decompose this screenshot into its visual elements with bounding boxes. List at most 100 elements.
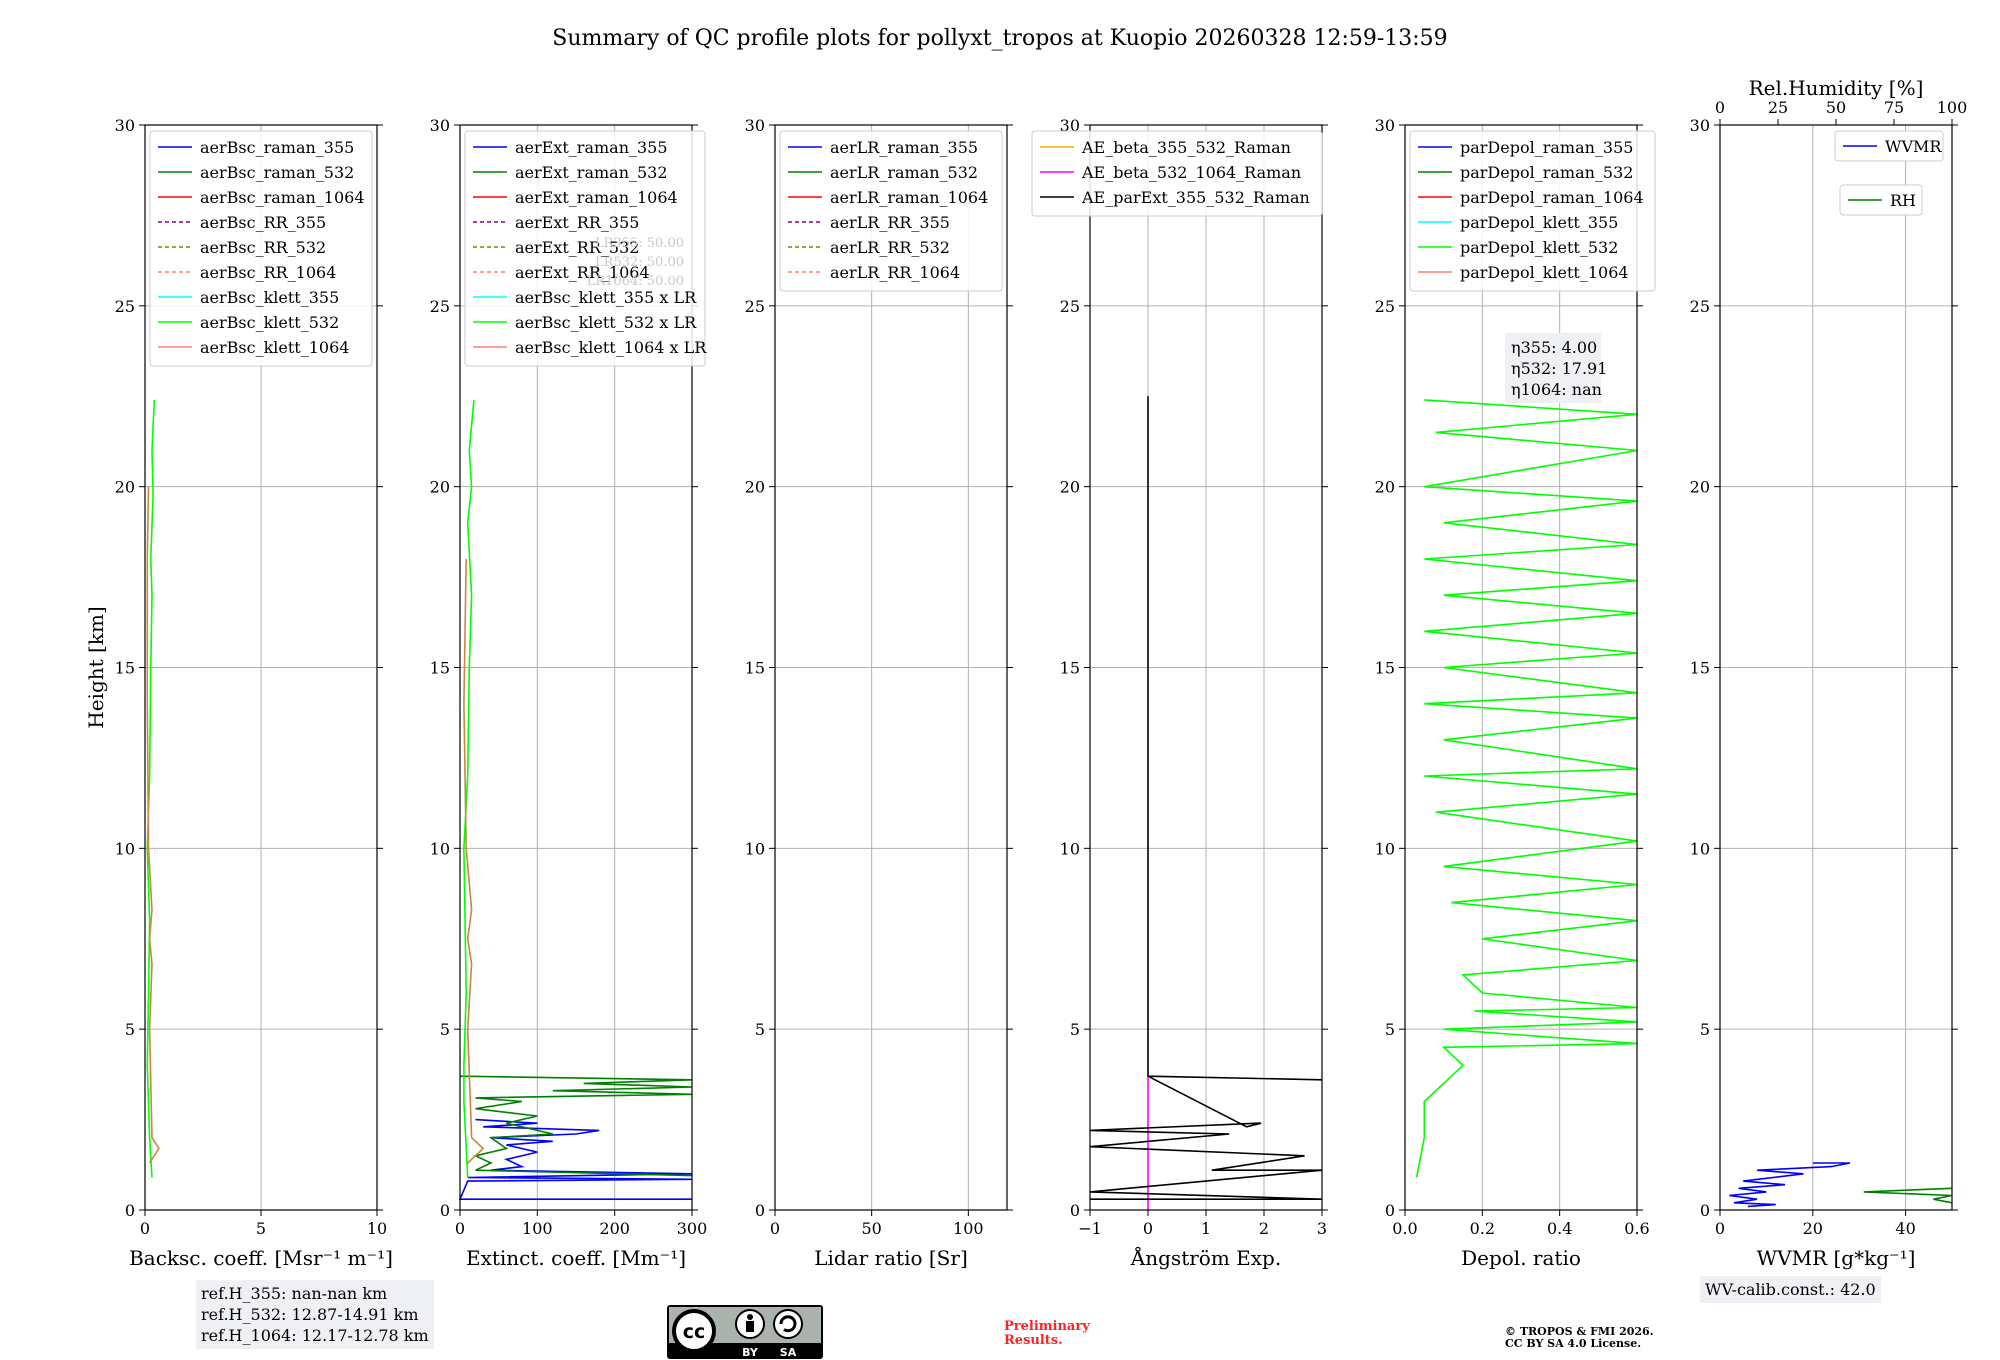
legend-label: AE_beta_355_532_Raman: [1081, 138, 1291, 157]
preliminary-line-2: Results.: [1004, 1333, 1063, 1348]
y-tick-label: 30: [1060, 116, 1080, 135]
y-tick-label: 10: [1690, 839, 1710, 858]
legend-label: aerBsc_klett_532 x LR: [515, 313, 697, 332]
y-tick-label: 15: [745, 659, 765, 678]
legend-frame: [464, 130, 706, 367]
legend-label: aerBsc_RR_355: [200, 213, 326, 232]
legend-frame: [1031, 130, 1323, 217]
y-tick-label: 25: [1375, 297, 1395, 316]
y-tick-label: 25: [1060, 297, 1080, 316]
cc-by-sa-logo: cc BY SA: [667, 1305, 823, 1359]
y-tick-label: 20: [430, 478, 450, 497]
legend-label: aerLR_raman_532: [830, 163, 978, 182]
eta-label: η355: 4.00: [1511, 338, 1597, 357]
y-tick-label: 20: [1375, 478, 1395, 497]
legend-label: aerExt_raman_355: [515, 138, 668, 157]
series-line-aerExt_raman_532: [459, 1075, 693, 1177]
eta-label: η532: 17.91: [1511, 359, 1607, 378]
y-tick-label: 10: [115, 839, 135, 858]
x-axis-label: Ångström Exp.: [1130, 1245, 1281, 1270]
refh-355: ref.H_355: nan-nan km: [201, 1284, 388, 1303]
copyright-line-1: © TROPOS & FMI 2026.: [1505, 1325, 1654, 1338]
copyright-note: © TROPOS & FMI 2026. CC BY SA 4.0 Licens…: [1505, 1326, 1654, 1350]
y-tick-label: 5: [1385, 1020, 1395, 1039]
eta-box: [1505, 333, 1601, 403]
panel-wv: 0 20 40 0 5 10 15 20 25 30 WVMR [g*kg⁻¹] 0 25 50 75 100…: [1690, 76, 1968, 1270]
x-tick-label: 0.4: [1547, 1219, 1572, 1238]
y-tick-label: 5: [125, 1020, 135, 1039]
x-tick-label: 2: [1259, 1219, 1269, 1238]
x-tick-label: 10: [367, 1219, 387, 1238]
legend-box: RH: [1839, 184, 1923, 216]
x-tick-label: 0: [455, 1219, 465, 1238]
legend-label: AE_parExt_355_532_Raman: [1081, 188, 1310, 207]
eta-label: η1064: nan: [1511, 380, 1602, 399]
top-x-tick-label: 0: [1715, 98, 1725, 117]
legend-label: aerLR_RR_1064: [830, 263, 960, 282]
y-tick-label: 0: [1385, 1201, 1395, 1220]
series-line-aerBsc_klett_1064: [146, 486, 160, 1164]
legend-label: parDepol_raman_355: [1460, 138, 1633, 157]
legend-label: parDepol_raman_1064: [1460, 188, 1644, 207]
y-tick-label: 20: [115, 478, 135, 497]
legend-label: aerLR_raman_355: [830, 138, 978, 157]
y-tick-label: 0: [125, 1201, 135, 1220]
panel-bsc: 0 5 10 0 5 10 15 20 25 30 Backsc. coeff. [Msr⁻¹ m⁻…: [84, 116, 393, 1270]
y-tick-label: 30: [745, 116, 765, 135]
x-tick-label: 100: [522, 1219, 553, 1238]
series-line-aerExt_raman_355: [458, 1118, 693, 1200]
attribution-icon-head: [747, 1314, 753, 1320]
legend-label: aerBsc_klett_355: [200, 288, 339, 307]
series-line-WVMR: [1729, 1162, 1851, 1208]
x-tick-label: 300: [677, 1219, 708, 1238]
y-tick-label: 20: [1690, 478, 1710, 497]
y-tick-label: 30: [430, 116, 450, 135]
x-axis-label: Lidar ratio [Sr]: [814, 1246, 968, 1270]
share-alike-icon: [773, 1309, 803, 1339]
x-tick-label: 0.0: [1392, 1219, 1417, 1238]
top-x-axis-label: Rel.Humidity [%]: [1749, 76, 1924, 100]
legend-label: parDepol_klett_532: [1460, 238, 1618, 257]
x-tick-label: 200: [599, 1219, 630, 1238]
reference-height-box: ref.H_355: nan-nan km ref.H_532: 12.87-1…: [196, 1280, 434, 1349]
legend-frame: [149, 130, 373, 367]
y-tick-label: 0: [1070, 1201, 1080, 1220]
legend-label: aerBsc_klett_355 x LR: [515, 288, 697, 307]
top-x-tick-label: 50: [1826, 98, 1846, 117]
series-line-aerBsc_klett_532 x LR: [463, 399, 475, 1178]
copyright-line-2: CC BY SA 4.0 License.: [1505, 1337, 1642, 1350]
refh-1064: ref.H_1064: 12.17-12.78 km: [201, 1326, 429, 1345]
y-tick-label: 30: [115, 116, 135, 135]
series-line-RH: [1863, 1187, 1953, 1204]
legend-label: aerExt_raman_1064: [515, 188, 678, 207]
cc-circle-icon: [672, 1309, 716, 1353]
y-tick-label: 10: [745, 839, 765, 858]
x-axis-label: WVMR [g*kg⁻¹]: [1757, 1246, 1916, 1270]
legend-label: aerBsc_RR_1064: [200, 263, 336, 282]
preliminary-line-1: Preliminary: [1004, 1319, 1090, 1334]
y-tick-label: 15: [430, 659, 450, 678]
legend-label: parDepol_klett_355: [1460, 213, 1618, 232]
legend-label: aerExt_RR_355: [515, 213, 639, 232]
y-tick-label: 15: [1375, 659, 1395, 678]
series-line-AE_parExt_355_532_Raman: [1089, 396, 1323, 1200]
y-tick-label: 20: [745, 478, 765, 497]
y-tick-label: 15: [1060, 659, 1080, 678]
x-tick-label: −1: [1078, 1219, 1102, 1238]
top-x-tick-label: 25: [1768, 98, 1788, 117]
x-tick-label: 50: [861, 1219, 881, 1238]
cc-mark: cc: [683, 1321, 706, 1343]
top-x-tick-label: 75: [1884, 98, 1904, 117]
lidar-ratio-label: LR1064: 50.00: [587, 274, 684, 289]
preliminary-note: Preliminary Results.: [1004, 1320, 1090, 1348]
x-tick-label: 5: [256, 1219, 266, 1238]
legend-label: aerExt_RR_532: [515, 238, 639, 257]
y-tick-label: 30: [1690, 116, 1710, 135]
y-tick-label: 0: [755, 1201, 765, 1220]
top-x-tick-label: 100: [1937, 98, 1968, 117]
panel-ext: 0 100 200 300 0 5 10 15 20 25 30 Extinct. coeff. [M…: [430, 116, 708, 1270]
legend: aerLR_raman_355 aerLR_raman_532 aerLR_rama…: [779, 130, 1003, 292]
sa-label: SA: [780, 1346, 797, 1359]
